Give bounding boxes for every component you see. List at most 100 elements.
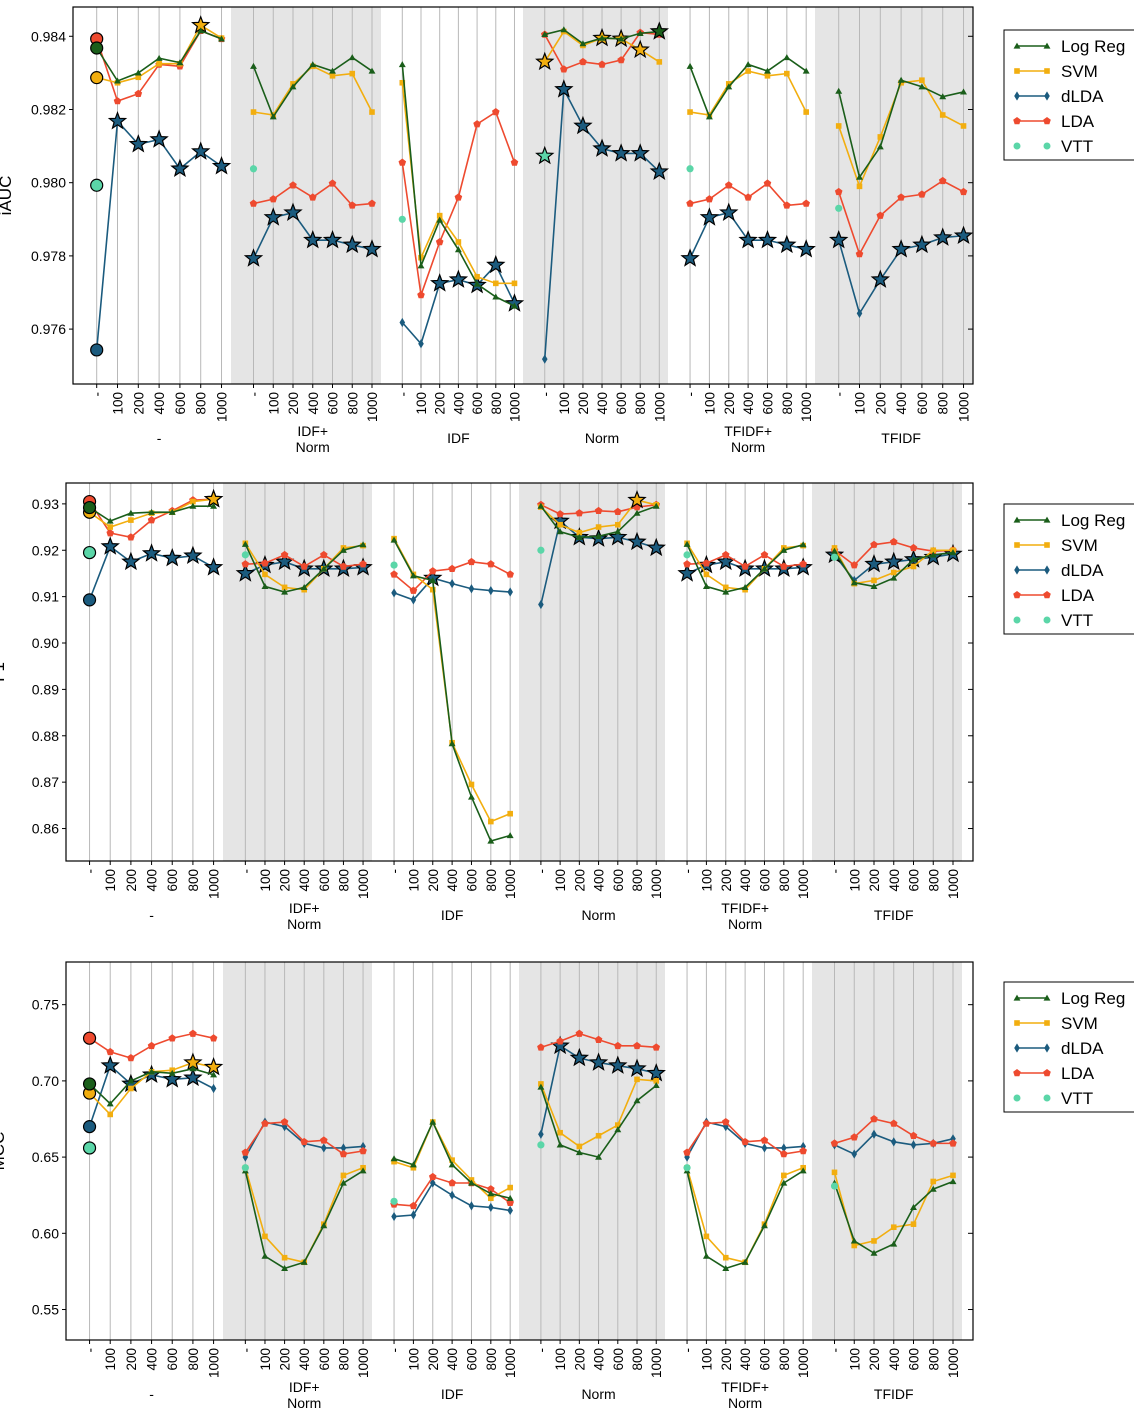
data-point <box>320 565 328 572</box>
data-point <box>871 1238 877 1244</box>
data-point <box>617 35 625 42</box>
data-point <box>831 1169 838 1176</box>
group-label: - <box>149 907 154 923</box>
data-point <box>725 83 733 90</box>
data-point <box>598 34 606 41</box>
star-marker <box>569 1047 590 1067</box>
data-point <box>560 26 568 33</box>
data-point <box>633 1041 641 1050</box>
data-point <box>261 583 269 590</box>
data-point <box>329 67 336 74</box>
data-point <box>959 187 968 196</box>
data-point <box>262 1233 268 1240</box>
legend-label: SVM <box>1061 536 1098 555</box>
data-point <box>409 1201 418 1210</box>
data-point <box>949 549 957 556</box>
legend-marker <box>1014 91 1020 101</box>
x-tick-label: 1000 <box>649 869 664 899</box>
x-tick-label: 100 <box>103 1348 118 1371</box>
data-point <box>391 1211 397 1222</box>
y-tick-label: 0.93 <box>32 496 59 512</box>
data-point <box>340 1143 347 1153</box>
data-point <box>850 1237 858 1244</box>
data-point <box>127 1077 135 1084</box>
data-point <box>491 108 500 116</box>
data-point <box>241 1148 250 1156</box>
x-tick-label: - <box>83 1348 98 1353</box>
series-vtt <box>82 1141 839 1205</box>
data-point <box>910 556 917 563</box>
data-point <box>492 293 500 300</box>
data-point <box>107 1111 114 1118</box>
data-point <box>134 89 143 97</box>
data-point <box>320 550 328 559</box>
data-point <box>398 215 406 223</box>
data-point <box>950 1172 956 1179</box>
data-point <box>575 1149 583 1156</box>
star-marker <box>592 138 612 157</box>
star-marker <box>912 234 932 254</box>
data-point <box>614 521 621 528</box>
data-point <box>308 193 317 201</box>
x-tick-label: 800 <box>936 392 951 415</box>
data-point <box>135 74 142 81</box>
data-point <box>703 1233 710 1240</box>
legend-label: Log Reg <box>1061 37 1125 56</box>
legend-label: dLDA <box>1061 561 1104 580</box>
x-tick-label: - <box>238 869 253 874</box>
baseline-marker <box>82 1031 97 1045</box>
series-vtt <box>82 545 839 569</box>
x-tick-label: 100 <box>553 869 568 892</box>
data-point <box>541 354 548 364</box>
data-point <box>910 1140 917 1150</box>
data-point <box>114 77 121 84</box>
data-point <box>741 1258 749 1265</box>
data-point <box>262 571 268 578</box>
data-point <box>339 546 347 553</box>
data-point <box>300 1137 309 1146</box>
data-point <box>760 1136 769 1144</box>
x-tick-label: 800 <box>186 1348 201 1371</box>
group-label: Norm <box>581 907 615 923</box>
x-tick-label: 600 <box>614 392 629 415</box>
group-label: TFIDF+ <box>721 1379 769 1395</box>
data-point <box>598 60 606 68</box>
star-marker <box>699 207 720 226</box>
data-point <box>449 579 455 589</box>
legend-label: Log Reg <box>1061 989 1125 1008</box>
data-point <box>147 1041 156 1050</box>
data-point <box>127 533 135 541</box>
data-point <box>429 577 437 583</box>
data-point <box>909 1131 918 1139</box>
x-tick-label: 1000 <box>507 392 522 422</box>
star-marker <box>183 545 203 565</box>
group-label: - <box>157 430 162 446</box>
data-point <box>398 61 406 68</box>
data-point <box>156 60 162 67</box>
data-point <box>269 195 278 203</box>
data-point <box>359 560 367 568</box>
data-point <box>538 1129 544 1139</box>
star-marker <box>864 553 884 573</box>
data-point <box>339 562 348 570</box>
x-tick-label: - <box>828 869 843 874</box>
y-axis-label: iAUC <box>0 176 15 216</box>
x-tick-label: 600 <box>317 869 332 892</box>
x-tick-label: 800 <box>484 1348 499 1371</box>
data-point <box>938 176 947 185</box>
data-point <box>744 193 752 201</box>
data-point <box>799 560 807 568</box>
star-marker <box>554 79 574 98</box>
data-point <box>261 1119 269 1127</box>
data-point <box>929 1139 938 1147</box>
legend-marker <box>1013 1069 1021 1077</box>
legend-marker <box>1013 591 1021 599</box>
data-point <box>436 216 444 223</box>
data-point <box>856 183 863 190</box>
x-tick-label: 1000 <box>946 869 961 899</box>
data-point <box>507 587 513 597</box>
x-tick-label: 100 <box>266 392 281 415</box>
data-point <box>910 1204 917 1210</box>
legend-marker <box>1043 1069 1051 1077</box>
